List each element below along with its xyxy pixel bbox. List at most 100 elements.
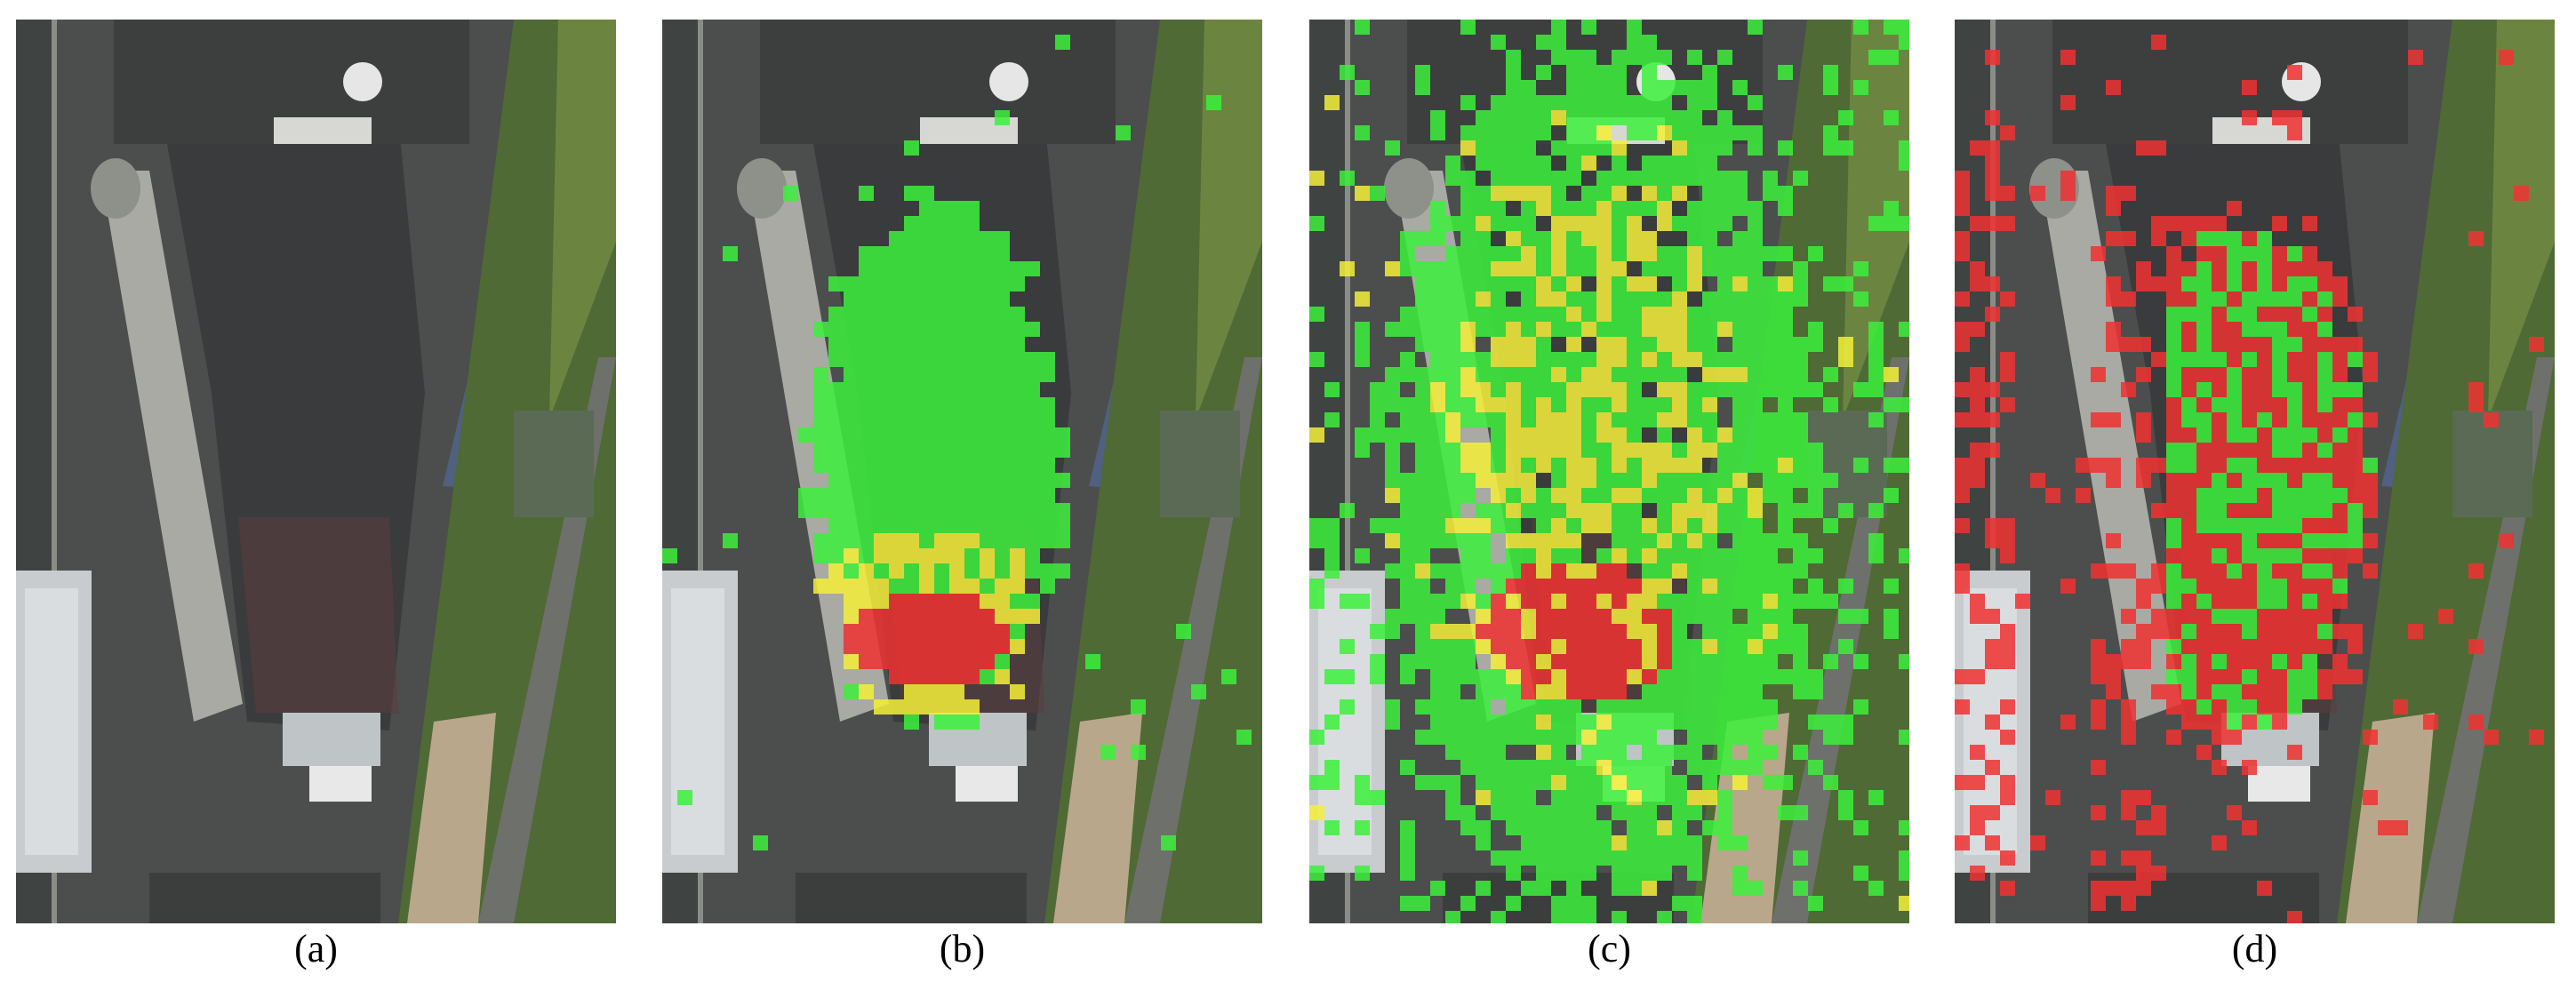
density-cell xyxy=(1612,186,1627,201)
density-cell xyxy=(1491,790,1506,805)
density-cell xyxy=(1732,488,1748,503)
density-cell xyxy=(2166,684,2181,699)
density-cell xyxy=(964,579,980,594)
density-cell xyxy=(1460,261,1476,276)
density-cell xyxy=(1970,367,1985,382)
density-cell xyxy=(1506,669,1521,684)
density-cell xyxy=(1025,382,1040,397)
density-cell xyxy=(1702,307,1717,322)
density-cell xyxy=(1672,352,1687,367)
density-cell xyxy=(1476,412,1491,427)
density-cell xyxy=(2121,715,2136,730)
density-cell xyxy=(2227,473,2242,488)
density-cell xyxy=(1853,654,1868,669)
density-cell xyxy=(1642,805,1657,820)
density-cell xyxy=(874,367,889,382)
density-cell xyxy=(949,669,964,684)
density-cell xyxy=(2151,216,2166,231)
density-cell xyxy=(1627,110,1642,125)
density-cell xyxy=(1506,579,1521,594)
density-cell xyxy=(1506,624,1521,639)
density-cell xyxy=(813,367,828,382)
density-cell xyxy=(949,231,964,246)
density-cell xyxy=(1955,337,1970,352)
density-cell xyxy=(1385,699,1400,715)
density-cell xyxy=(1687,95,1702,110)
density-cell xyxy=(1763,322,1778,337)
density-cell xyxy=(1324,382,1340,397)
density-cell xyxy=(2166,654,2181,669)
density-cell xyxy=(828,458,844,473)
density-cell xyxy=(1370,790,1385,805)
density-cell xyxy=(1748,140,1763,156)
density-cell xyxy=(1778,291,1793,307)
density-cell xyxy=(2348,518,2363,533)
density-cell xyxy=(2091,563,2106,579)
density-cell xyxy=(2166,699,2181,715)
density-cell xyxy=(1702,216,1717,231)
density-cell xyxy=(1566,307,1581,322)
density-cell xyxy=(1778,594,1793,609)
density-cell xyxy=(2468,382,2484,397)
density-cell xyxy=(2227,382,2242,397)
density-cell xyxy=(2468,715,2484,730)
density-cell xyxy=(2181,291,2196,307)
density-cell xyxy=(1445,156,1460,171)
density-cell xyxy=(1884,367,1899,382)
density-cell xyxy=(1627,246,1642,261)
density-cell xyxy=(2136,458,2151,473)
density-cell xyxy=(1581,594,1596,609)
density-cell xyxy=(1355,594,1370,609)
density-cell xyxy=(1838,579,1853,594)
density-cell xyxy=(2000,367,2015,382)
density-cell xyxy=(995,458,1010,473)
density-cell xyxy=(1370,518,1385,533)
density-cell xyxy=(1596,624,1612,639)
density-cell xyxy=(1702,397,1717,412)
density-cell xyxy=(2348,337,2363,352)
density-cell xyxy=(1400,548,1415,563)
density-cell xyxy=(844,458,859,473)
density-cell xyxy=(919,201,934,216)
density-cell xyxy=(949,473,964,488)
density-cell xyxy=(1596,730,1612,745)
density-cell xyxy=(1853,382,1868,397)
density-cell xyxy=(874,699,889,715)
density-cell xyxy=(2227,548,2242,563)
density-cell xyxy=(1521,246,1536,261)
density-cell xyxy=(1010,533,1025,548)
density-cell xyxy=(1430,367,1445,382)
density-cell xyxy=(995,548,1010,563)
density-cell xyxy=(2106,291,2121,307)
density-cell xyxy=(1838,352,1853,367)
density-cell xyxy=(1853,291,1868,307)
density-cell xyxy=(859,291,874,307)
density-cell xyxy=(2091,654,2106,669)
density-cell xyxy=(2181,337,2196,352)
density-cell xyxy=(859,443,874,458)
density-cell xyxy=(2529,730,2544,745)
density-cell xyxy=(859,458,874,473)
density-cell xyxy=(2242,337,2257,352)
density-cell xyxy=(2000,699,2015,715)
density-cell xyxy=(1566,835,1581,850)
density-cell xyxy=(1536,503,1551,518)
density-cell xyxy=(995,231,1010,246)
density-cell xyxy=(1491,458,1506,473)
density-cell xyxy=(1717,261,1732,276)
density-cell xyxy=(1884,488,1899,503)
density-cell xyxy=(2196,699,2212,715)
density-cell xyxy=(1460,896,1476,911)
density-cell xyxy=(995,518,1010,533)
density-cell xyxy=(1460,715,1476,730)
density-cell xyxy=(1748,367,1763,382)
density-cell xyxy=(2166,533,2181,548)
density-cell xyxy=(1763,533,1778,548)
density-cell xyxy=(1055,563,1070,579)
density-cell xyxy=(1808,443,1823,458)
density-cell xyxy=(1657,50,1672,65)
density-cell xyxy=(2302,382,2317,397)
density-cell xyxy=(2317,518,2332,533)
density-cell xyxy=(1778,140,1793,156)
density-cell xyxy=(1491,367,1506,382)
